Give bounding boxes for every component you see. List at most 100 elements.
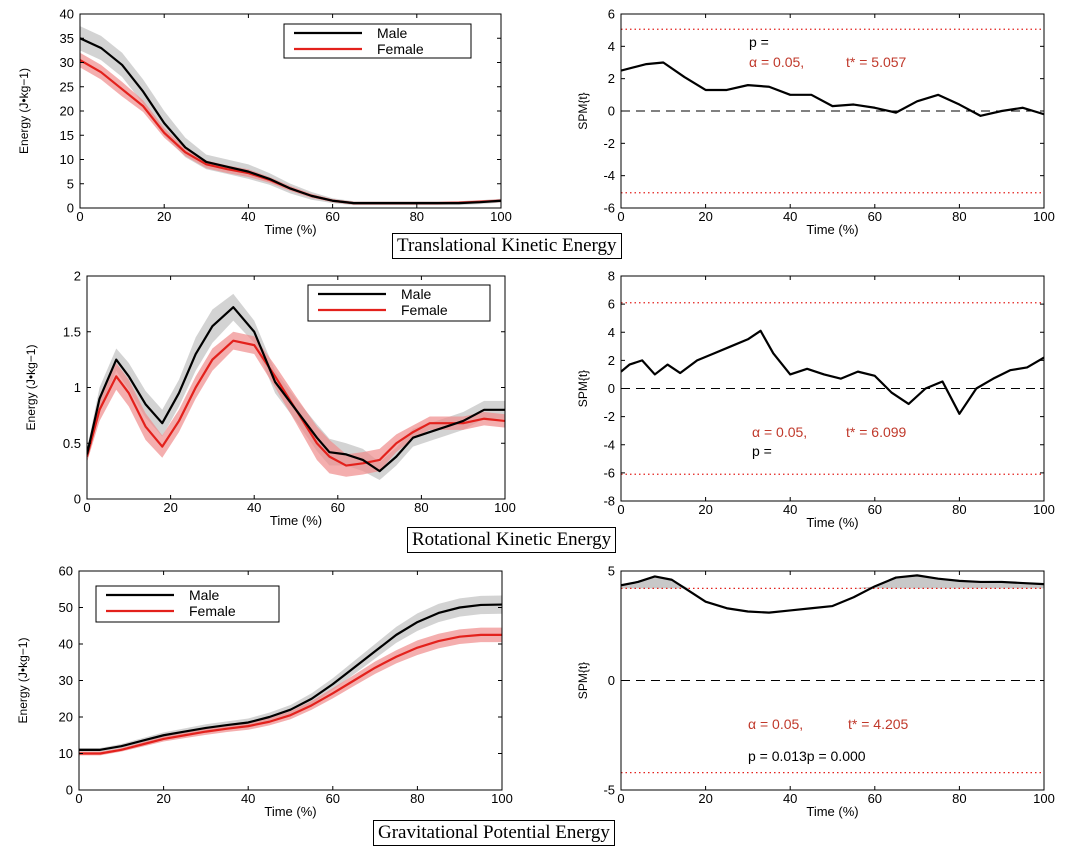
x-tick-label: 100 xyxy=(490,209,512,224)
annotation-t-critical: t* = 4.205 xyxy=(848,716,909,732)
y-tick-label: 1 xyxy=(74,380,81,395)
y-tick-label: 30 xyxy=(60,55,74,70)
x-tick-label: 100 xyxy=(1033,791,1055,806)
trans-energy-chart: 0 20 40 60 80 100 0 5 10 15 20 25 30 35 40 Time (%) Ener… xyxy=(17,7,512,238)
y-tick-label: 2 xyxy=(608,71,615,86)
x-tick-label: 100 xyxy=(1033,209,1055,224)
trans-spm-chart: 0 20 40 60 80 100 -6 -4 -2 0 2 4 6 Time (%) SPM{t} p = α… xyxy=(576,7,1055,238)
y-tick-label: -5 xyxy=(603,783,615,798)
x-tick-label: 60 xyxy=(325,209,339,224)
plot-area xyxy=(87,293,505,481)
band-female xyxy=(80,52,501,205)
x-tick-label: 100 xyxy=(494,500,516,515)
y-axis-label: Energy (J•kg−1) xyxy=(16,638,30,724)
x-tick-label: 20 xyxy=(698,502,712,517)
x-tick-label: 20 xyxy=(156,791,170,806)
y-axis-label: SPM{t} xyxy=(576,662,590,699)
series-line-spm xyxy=(621,61,1044,117)
x-tick-label: 60 xyxy=(868,791,882,806)
x-tick-label: 40 xyxy=(241,791,255,806)
x-tick-label: 80 xyxy=(952,209,966,224)
legend-entry-male: Male xyxy=(401,286,432,302)
band-male xyxy=(87,293,505,481)
y-tick-label: 0 xyxy=(74,492,81,507)
y-tick-label: 30 xyxy=(59,673,73,688)
y-tick-label: 0 xyxy=(608,673,615,688)
y-tick-label: 2 xyxy=(608,353,615,368)
legend-entry-male: Male xyxy=(377,25,408,41)
x-tick-label: 0 xyxy=(617,791,624,806)
y-tick-label: 60 xyxy=(59,564,73,579)
y-tick-label: 15 xyxy=(60,128,74,143)
y-tick-label: -4 xyxy=(603,168,615,183)
y-tick-label: -2 xyxy=(603,409,615,424)
y-tick-label: 25 xyxy=(60,79,74,94)
x-axis-label: Time (%) xyxy=(806,515,858,530)
y-tick-label: 2 xyxy=(74,269,81,284)
annotation-alpha: α = 0.05, xyxy=(749,54,804,70)
band-male xyxy=(80,26,501,206)
y-tick-label: 4 xyxy=(608,325,615,340)
y-tick-label: 6 xyxy=(608,297,615,312)
series-line-male xyxy=(87,306,505,473)
x-axis-label: Time (%) xyxy=(264,222,316,237)
y-tick-label: 20 xyxy=(60,104,74,119)
legend-entry-female: Female xyxy=(401,302,448,318)
y-tick-label: 40 xyxy=(60,7,74,22)
y-tick-label: 0 xyxy=(608,381,615,396)
x-tick-label: 0 xyxy=(76,209,83,224)
x-tick-label: 0 xyxy=(617,502,624,517)
y-tick-label: 0 xyxy=(67,201,74,216)
series-line-female xyxy=(79,633,502,755)
x-tick-label: 80 xyxy=(952,791,966,806)
y-tick-label: 20 xyxy=(59,710,73,725)
series-line-male xyxy=(79,603,502,751)
y-axis-label: Energy (J•kg−1) xyxy=(17,68,31,154)
y-tick-label: 5 xyxy=(67,176,74,191)
x-tick-label: 0 xyxy=(617,209,624,224)
x-tick-label: 100 xyxy=(491,791,513,806)
caption-translational: Translational Kinetic Energy xyxy=(392,233,622,259)
y-tick-label: 1.5 xyxy=(63,324,81,339)
x-axis-label: Time (%) xyxy=(806,222,858,237)
x-tick-label: 0 xyxy=(75,791,82,806)
y-tick-label: 8 xyxy=(608,269,615,284)
legend-box xyxy=(283,23,472,59)
y-tick-label: -2 xyxy=(603,136,615,151)
x-tick-label: 60 xyxy=(331,500,345,515)
x-tick-label: 80 xyxy=(414,500,428,515)
annotation-t-critical: t* = 5.057 xyxy=(846,54,907,70)
grav-energy-chart: 0 20 40 60 80 100 0 10 20 30 40 50 60 Time (%) Energy … xyxy=(16,564,513,820)
caption-gravitational: Gravitational Potential Energy xyxy=(373,820,615,846)
x-tick-label: 60 xyxy=(868,502,882,517)
x-tick-label: 100 xyxy=(1033,502,1055,517)
y-tick-label: 40 xyxy=(59,637,73,652)
y-tick-label: 4 xyxy=(608,39,615,54)
legend-entry-female: Female xyxy=(377,41,424,57)
y-tick-label: 10 xyxy=(59,746,73,761)
y-axis-label: SPM{t} xyxy=(576,92,590,129)
x-tick-label: 80 xyxy=(952,502,966,517)
x-tick-label: 40 xyxy=(247,500,261,515)
y-tick-label: -6 xyxy=(603,465,615,480)
annotation-alpha: α = 0.05, xyxy=(748,716,803,732)
x-tick-label: 80 xyxy=(410,209,424,224)
annotation-p-value: p = xyxy=(752,443,772,459)
plot-area xyxy=(621,302,1044,475)
x-tick-label: 40 xyxy=(783,791,797,806)
x-tick-label: 60 xyxy=(868,209,882,224)
plot-area xyxy=(621,28,1044,194)
y-tick-label: -4 xyxy=(603,437,615,452)
y-tick-label: 0 xyxy=(66,783,73,798)
x-axis-label: Time (%) xyxy=(806,804,858,819)
y-tick-label: 10 xyxy=(60,152,74,167)
y-tick-label: 0 xyxy=(608,104,615,119)
y-tick-label: 50 xyxy=(59,600,73,615)
annotation-t-critical: t* = 6.099 xyxy=(846,424,907,440)
plot-area xyxy=(80,26,501,206)
x-tick-label: 20 xyxy=(698,209,712,224)
